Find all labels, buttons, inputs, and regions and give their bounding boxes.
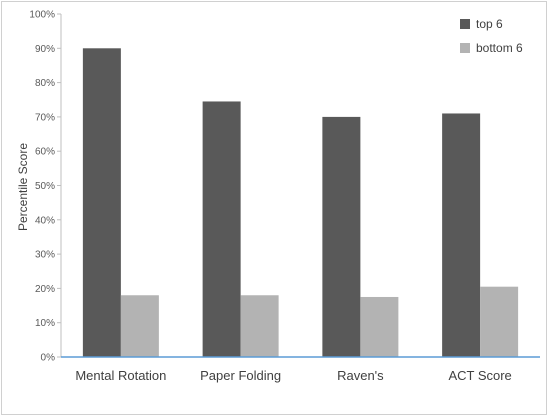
bar-bottom-6-act-score bbox=[480, 286, 519, 357]
y-axis-title: Percentile Score bbox=[16, 143, 30, 231]
bar-top-6-raven-s bbox=[322, 116, 361, 358]
bar-bottom-6-paper-folding bbox=[240, 295, 279, 357]
legend: top 6 bottom 6 bbox=[460, 17, 523, 55]
legend-label: bottom 6 bbox=[476, 41, 523, 55]
y-tick-label: 70% bbox=[35, 112, 55, 123]
category-label: Paper Folding bbox=[200, 368, 281, 383]
y-tick-label: 50% bbox=[35, 181, 55, 192]
bar-top-6-mental-rotation bbox=[82, 48, 121, 358]
y-tick-label: 60% bbox=[35, 147, 55, 158]
bars bbox=[82, 48, 519, 358]
legend-label: top 6 bbox=[476, 17, 503, 31]
bar-top-6-paper-folding bbox=[202, 101, 241, 357]
y-tick-label: 30% bbox=[35, 250, 55, 261]
y-tick-label: 40% bbox=[35, 215, 55, 226]
y-tick-label: 90% bbox=[35, 44, 55, 55]
legend-swatch bbox=[460, 19, 470, 29]
y-tick-labels: 0% 10% 20% 30% 40% 50% 60% 70% 80% 90% 100% bbox=[29, 10, 61, 364]
y-tick-label: 100% bbox=[29, 10, 55, 21]
category-labels: Mental Rotation Paper Folding Raven's ACT S… bbox=[75, 368, 511, 383]
legend-swatch bbox=[460, 43, 470, 53]
category-label: Raven's bbox=[337, 368, 384, 383]
y-tick-label: 0% bbox=[41, 353, 56, 364]
y-tick-label: 10% bbox=[35, 318, 55, 329]
category-label: ACT Score bbox=[448, 368, 511, 383]
bar-bottom-6-raven-s bbox=[360, 296, 399, 357]
bar-bottom-6-mental-rotation bbox=[120, 295, 159, 357]
y-tick-label: 80% bbox=[35, 78, 55, 89]
y-tick-label: 20% bbox=[35, 284, 55, 295]
bar-top-6-act-score bbox=[442, 113, 481, 357]
category-label: Mental Rotation bbox=[75, 368, 166, 383]
